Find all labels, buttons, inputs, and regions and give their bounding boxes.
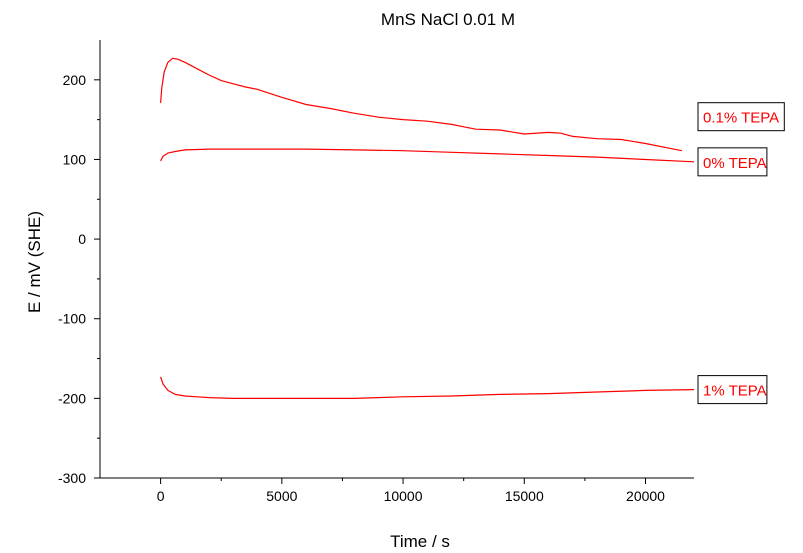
series-label-box — [697, 375, 768, 405]
chart-title: MnS NaCl 0.01 M — [381, 10, 515, 29]
y-tick-label: -100 — [58, 311, 86, 327]
series-label-text: 0.1% TEPA — [703, 110, 779, 127]
series-label-text: 1% TEPA — [703, 383, 767, 400]
series-line — [160, 376, 695, 399]
series-line — [160, 57, 683, 152]
x-axis-label: Time / s — [390, 532, 450, 551]
series-line — [160, 148, 695, 163]
y-tick-label: 0 — [78, 231, 86, 247]
x-tick-label: 20000 — [626, 488, 665, 504]
x-tick-label: 5000 — [266, 488, 297, 504]
y-tick-label: -300 — [58, 470, 86, 486]
series-label-box — [697, 102, 785, 132]
series-label-text: 0% TEPA — [703, 155, 767, 172]
series-label: 0% TEPA — [697, 147, 768, 177]
series-label: 1% TEPA — [697, 375, 768, 405]
series-label-box — [697, 147, 768, 177]
y-tick-label: 200 — [63, 72, 87, 88]
y-tick-label: 100 — [63, 151, 87, 167]
series-label: 0.1% TEPA — [697, 102, 785, 132]
y-tick-label: -200 — [58, 390, 86, 406]
y-axis-label: E / mV (SHE) — [25, 211, 44, 313]
x-tick-label: 15000 — [505, 488, 544, 504]
x-tick-label: 0 — [157, 488, 165, 504]
x-tick-label: 10000 — [384, 488, 423, 504]
